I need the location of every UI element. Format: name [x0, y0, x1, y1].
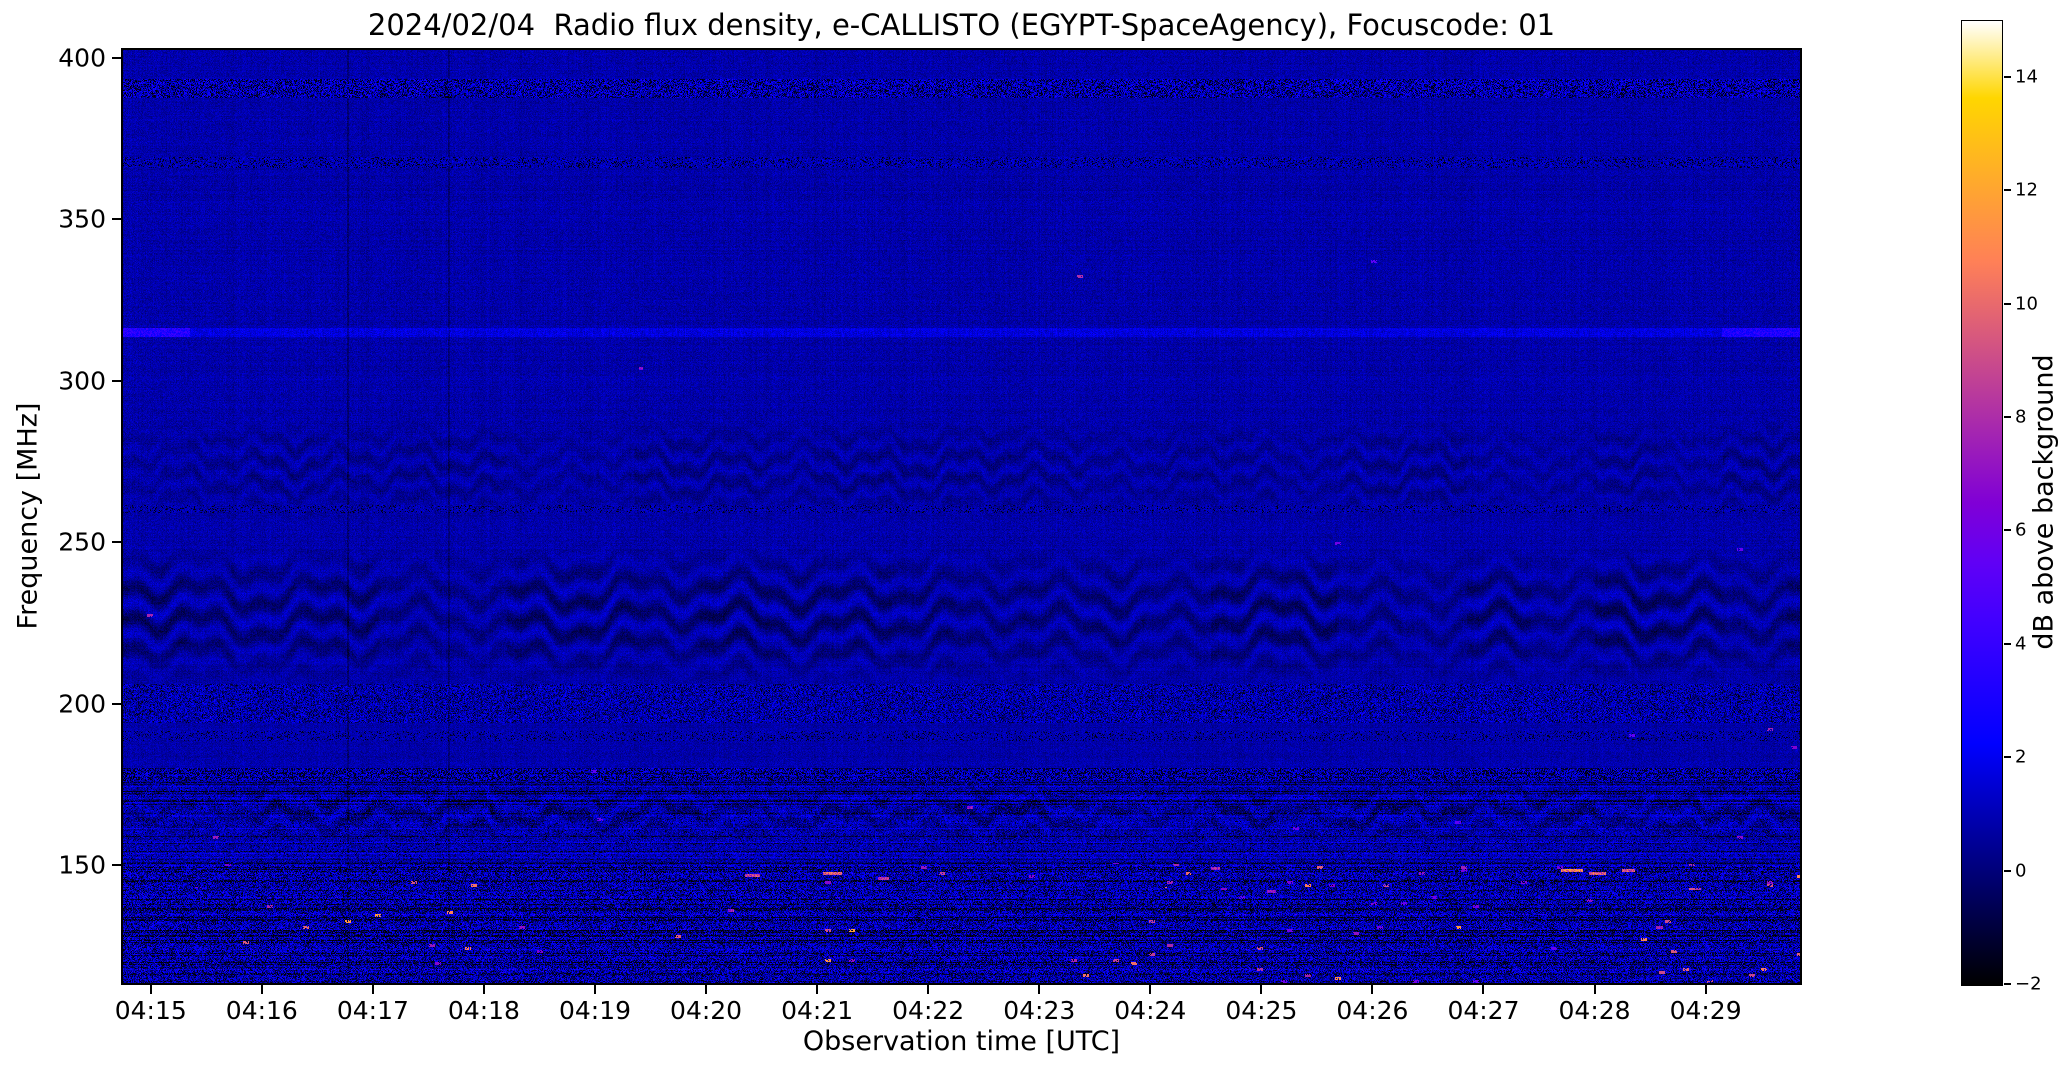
y-tick-mark [112, 57, 121, 60]
y-tick-label: 150 [58, 850, 106, 880]
x-tick-label: 04:24 [1114, 996, 1187, 1025]
x-tick-mark [594, 985, 596, 994]
colorbar-tick-mark [2004, 983, 2011, 985]
colorbar-tick-mark [2004, 529, 2011, 532]
colorbar-tick-label: 4 [2015, 633, 2027, 655]
x-tick-label: 04:16 [225, 996, 298, 1025]
x-tick-mark [149, 985, 152, 994]
x-tick-mark [816, 985, 819, 994]
y-tick-mark [112, 379, 121, 382]
x-tick-mark [1260, 985, 1263, 994]
y-tick-label: 400 [58, 43, 106, 73]
y-tick-mark [112, 218, 121, 221]
spectrogram-canvas [123, 50, 1800, 983]
x-tick-label: 04:17 [336, 996, 409, 1025]
x-tick-label: 04:23 [1003, 996, 1076, 1025]
x-axis-label: Observation time [UTC] [802, 1026, 1121, 1057]
chart-title: 2024/02/04 Radio flux density, e-CALLIST… [367, 8, 1556, 42]
x-tick-mark [1482, 985, 1485, 994]
colorbar-tick-label: 2 [2015, 746, 2027, 768]
colorbar-tick-mark [2004, 756, 2011, 759]
y-tick-mark [112, 541, 121, 544]
colorbar-tick-label: 8 [2015, 406, 2027, 428]
y-tick-label: 300 [58, 366, 106, 396]
x-tick-mark [482, 985, 485, 994]
x-tick-label: 04:15 [114, 996, 187, 1025]
x-tick-mark [1371, 985, 1374, 994]
x-tick-label: 04:19 [558, 996, 632, 1025]
x-tick-label: 04:29 [1669, 996, 1742, 1025]
x-tick-mark [1593, 985, 1596, 994]
x-tick-mark [1149, 985, 1152, 994]
x-tick-mark [927, 985, 930, 994]
colorbar-tick-label: 0 [2015, 860, 2027, 882]
x-tick-label: 04:22 [892, 996, 965, 1025]
colorbar-tick-mark [2004, 75, 2011, 78]
colorbar-tick-label: −2 [2015, 973, 2042, 995]
y-axis-label: Frequency [MHz] [12, 402, 44, 630]
colorbar-tick-label: 6 [2015, 519, 2027, 541]
x-tick-label: 04:20 [670, 996, 743, 1025]
y-tick-label: 200 [58, 689, 106, 719]
y-tick-label: 250 [58, 527, 106, 557]
colorbar [1961, 20, 2003, 986]
x-tick-mark [371, 985, 374, 994]
y-tick-label: 350 [58, 204, 106, 234]
x-tick-label: 04:21 [781, 996, 854, 1025]
x-tick-label: 04:27 [1447, 996, 1520, 1025]
x-tick-mark [705, 985, 708, 994]
colorbar-tick-mark [2004, 302, 2011, 305]
x-tick-mark [260, 985, 263, 994]
y-tick-mark [112, 702, 121, 705]
colorbar-tick-mark [2004, 642, 2011, 645]
colorbar-tick-label: 10 [2015, 293, 2038, 315]
colorbar-label: dB above background [2028, 354, 2060, 650]
colorbar-tick-label: 12 [2015, 179, 2038, 201]
colorbar-tick-label: 14 [2015, 66, 2038, 88]
colorbar-tick-mark [2004, 189, 2011, 192]
colorbar-tick-mark [2004, 415, 2011, 418]
x-tick-mark [1038, 985, 1041, 994]
x-tick-label: 04:26 [1336, 996, 1409, 1025]
x-tick-label: 04:28 [1558, 996, 1631, 1025]
x-tick-mark [1704, 985, 1707, 994]
x-tick-label: 04:25 [1225, 996, 1298, 1025]
x-tick-label: 04:18 [447, 996, 520, 1025]
colorbar-tick-mark [2004, 869, 2011, 872]
y-tick-mark [112, 864, 121, 867]
